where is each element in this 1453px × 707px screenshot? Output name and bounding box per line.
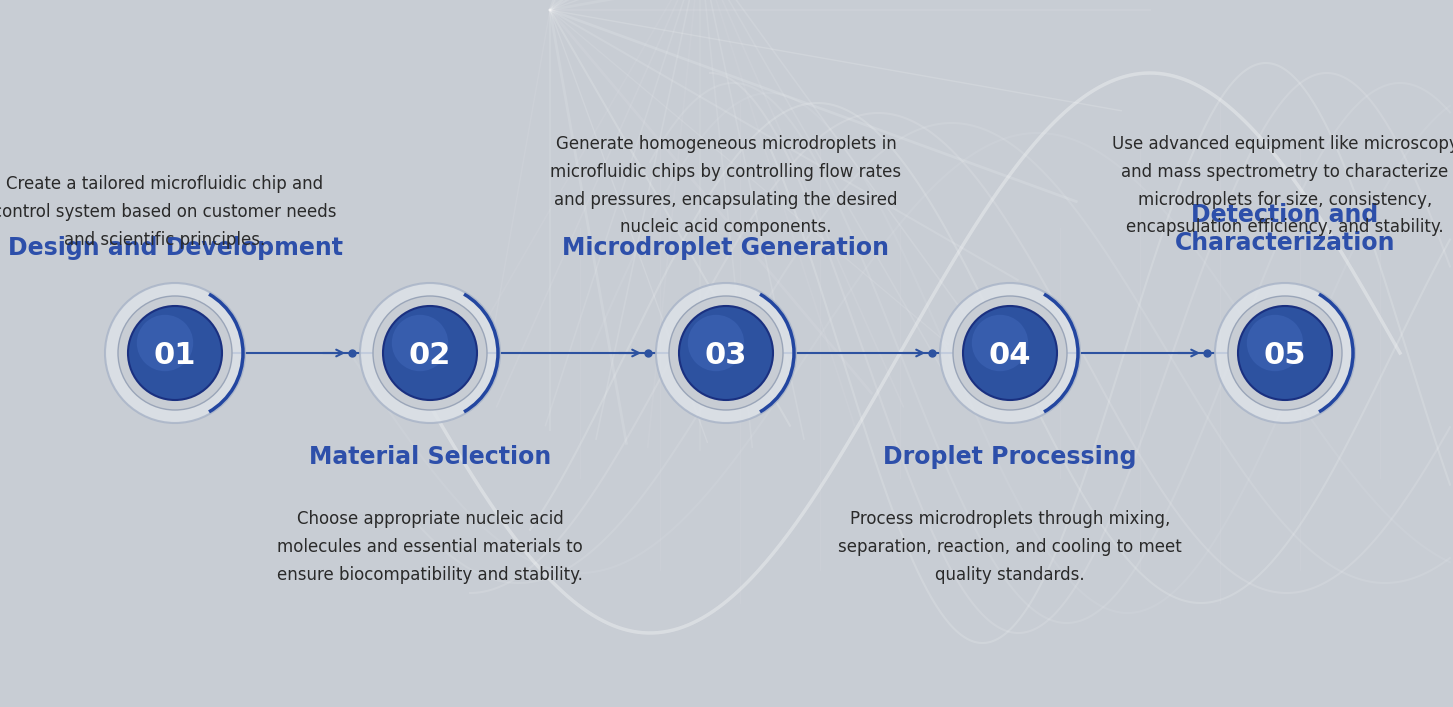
Circle shape (963, 306, 1056, 400)
Text: Design and Development: Design and Development (7, 236, 343, 260)
Text: 02: 02 (408, 341, 452, 370)
Text: 04: 04 (988, 341, 1032, 370)
Circle shape (679, 306, 773, 400)
Text: Droplet Processing: Droplet Processing (883, 445, 1136, 469)
Text: Process microdroplets through mixing,
separation, reaction, and cooling to meet
: Process microdroplets through mixing, se… (838, 510, 1181, 583)
Text: Generate homogeneous microdroplets in
microfluidic chips by controlling flow rat: Generate homogeneous microdroplets in mi… (551, 135, 901, 236)
Circle shape (972, 315, 1029, 371)
Circle shape (118, 296, 232, 410)
Circle shape (1215, 283, 1356, 423)
Circle shape (1238, 306, 1332, 400)
Circle shape (953, 296, 1067, 410)
Text: Material Selection: Material Selection (309, 445, 551, 469)
Circle shape (1247, 315, 1303, 371)
Circle shape (687, 315, 744, 371)
Circle shape (360, 283, 500, 423)
Text: 03: 03 (705, 341, 747, 370)
Circle shape (373, 296, 487, 410)
Text: Detection and
Characterization: Detection and Characterization (1174, 203, 1395, 255)
Text: Choose appropriate nucleic acid
molecules and essential materials to
ensure bioc: Choose appropriate nucleic acid molecule… (278, 510, 583, 583)
Circle shape (384, 306, 477, 400)
Text: Microdroplet Generation: Microdroplet Generation (562, 236, 889, 260)
Circle shape (940, 283, 1080, 423)
Circle shape (668, 296, 783, 410)
Text: Use advanced equipment like microscopy
and mass spectrometry to characterize
mic: Use advanced equipment like microscopy a… (1112, 135, 1453, 236)
Circle shape (105, 283, 246, 423)
Circle shape (655, 283, 796, 423)
Text: 01: 01 (154, 341, 196, 370)
Circle shape (392, 315, 448, 371)
Text: 05: 05 (1264, 341, 1306, 370)
Circle shape (128, 306, 222, 400)
Text: Create a tailored microfluidic chip and
control system based on customer needs
a: Create a tailored microfluidic chip and … (0, 175, 337, 249)
Circle shape (137, 315, 193, 371)
Circle shape (1228, 296, 1343, 410)
